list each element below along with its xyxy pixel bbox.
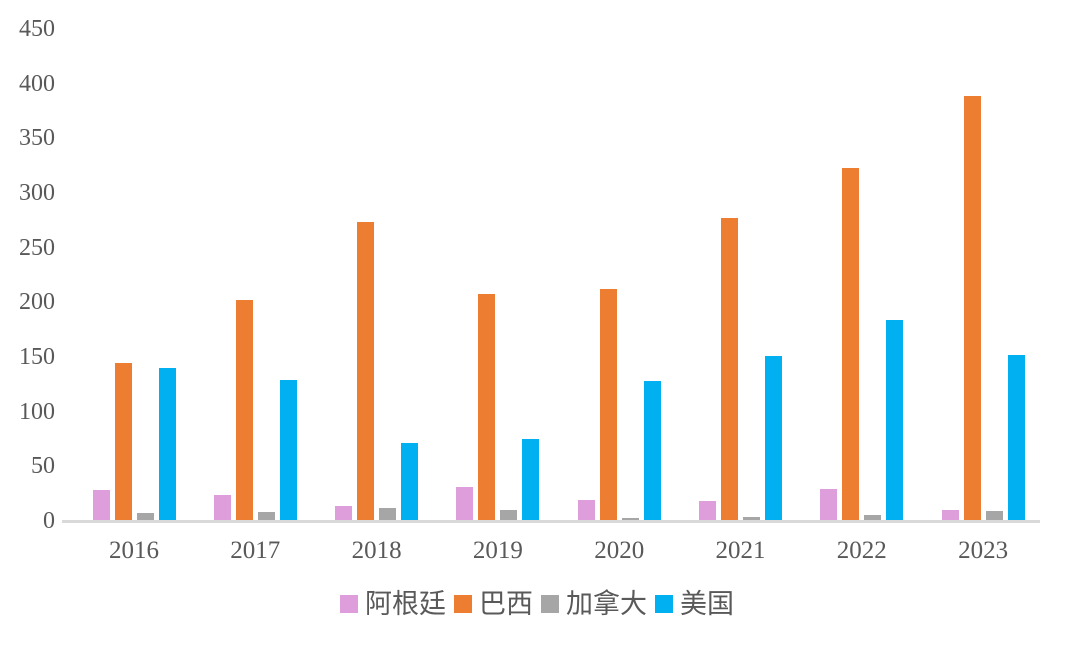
x-tick-label-2023: 2023 xyxy=(958,537,1009,564)
bar-usa-2023 xyxy=(1007,354,1025,520)
bar-group-2023 xyxy=(941,95,1025,520)
bar-usa-2022 xyxy=(886,319,904,520)
legend-swatch-brazil xyxy=(454,595,472,613)
bar-argentina-2018 xyxy=(335,505,353,520)
bar-argentina-2020 xyxy=(577,500,595,520)
bar-brazil-2021 xyxy=(721,218,738,520)
y-tick-label: 300 xyxy=(19,180,55,206)
bar-brazil-2022 xyxy=(842,167,860,520)
bar-argentina-2022 xyxy=(820,489,838,520)
legend-item-brazil: 巴西 xyxy=(454,589,533,619)
legend-swatch-canada xyxy=(541,595,559,613)
y-tick-label: 350 xyxy=(19,125,55,152)
x-tick-label-2018: 2018 xyxy=(351,537,402,564)
y-tick-label: 150 xyxy=(19,344,55,370)
y-tick-label: 400 xyxy=(19,70,55,97)
bar-group-2017 xyxy=(213,300,297,520)
bar-brazil-2017 xyxy=(235,300,253,520)
bar-group-2020 xyxy=(577,289,661,520)
bar-usa-2020 xyxy=(643,381,661,520)
bar-group-2019 xyxy=(456,293,540,520)
bar-argentina-2023 xyxy=(941,510,959,520)
bar-usa-2021 xyxy=(765,356,782,520)
x-tick-label-2017: 2017 xyxy=(230,537,281,564)
legend-item-canada: 加拿大 xyxy=(541,589,647,619)
bar-canada-2021 xyxy=(743,516,760,520)
bar-usa-2017 xyxy=(279,380,297,520)
legend-label-argentina: 阿根廷 xyxy=(365,589,446,619)
x-tick-label-2019: 2019 xyxy=(472,537,523,564)
bar-canada-2019 xyxy=(500,510,518,520)
bar-canada-2016 xyxy=(136,513,154,520)
bar-canada-2022 xyxy=(864,514,882,520)
x-tick-label-2016: 2016 xyxy=(109,537,159,564)
legend-label-canada: 加拿大 xyxy=(566,589,647,619)
y-tick-label: 100 xyxy=(19,398,55,425)
bar-canada-2020 xyxy=(621,517,639,520)
legend: 阿根廷 巴西 加拿大 美国 xyxy=(0,589,1074,619)
bar-brazil-2019 xyxy=(478,293,496,520)
bar-argentina-2021 xyxy=(699,501,716,520)
y-tick-label: 50 xyxy=(31,453,55,480)
bar-usa-2018 xyxy=(401,443,419,520)
bar-usa-2019 xyxy=(522,439,540,520)
legend-item-argentina: 阿根廷 xyxy=(340,589,446,619)
legend-item-usa: 美国 xyxy=(655,589,734,619)
legend-swatch-argentina xyxy=(340,595,358,613)
bar-usa-2016 xyxy=(158,368,176,520)
bar-argentina-2016 xyxy=(92,490,110,520)
bar-brazil-2020 xyxy=(599,289,617,520)
x-tick-label-2020: 2020 xyxy=(594,537,645,564)
legend-label-usa: 美国 xyxy=(680,589,734,619)
y-tick-label: 450 xyxy=(19,16,55,42)
bar-group-2016 xyxy=(92,362,176,520)
bar-canada-2017 xyxy=(257,512,275,520)
bar-canada-2018 xyxy=(379,507,397,520)
legend-label-brazil: 巴西 xyxy=(479,589,533,619)
x-axis-line xyxy=(62,520,1040,523)
bar-brazil-2023 xyxy=(963,95,981,520)
bar-brazil-2018 xyxy=(357,221,375,520)
y-tick-label: 250 xyxy=(19,234,55,261)
y-tick-label: 200 xyxy=(19,289,55,316)
y-tick-label: 0 xyxy=(43,508,55,534)
x-tick-label-2022: 2022 xyxy=(836,537,887,564)
x-tick-label-2021: 2021 xyxy=(715,537,766,564)
bar-argentina-2019 xyxy=(456,487,474,520)
bar-group-2018 xyxy=(335,221,419,520)
bar-canada-2023 xyxy=(985,511,1003,520)
bar-group-2021 xyxy=(699,218,782,520)
bar-group-2022 xyxy=(820,167,904,520)
bar-argentina-2017 xyxy=(213,494,231,520)
bar-brazil-2016 xyxy=(114,362,132,520)
plot-area xyxy=(65,0,1040,520)
legend-swatch-usa xyxy=(655,595,673,613)
